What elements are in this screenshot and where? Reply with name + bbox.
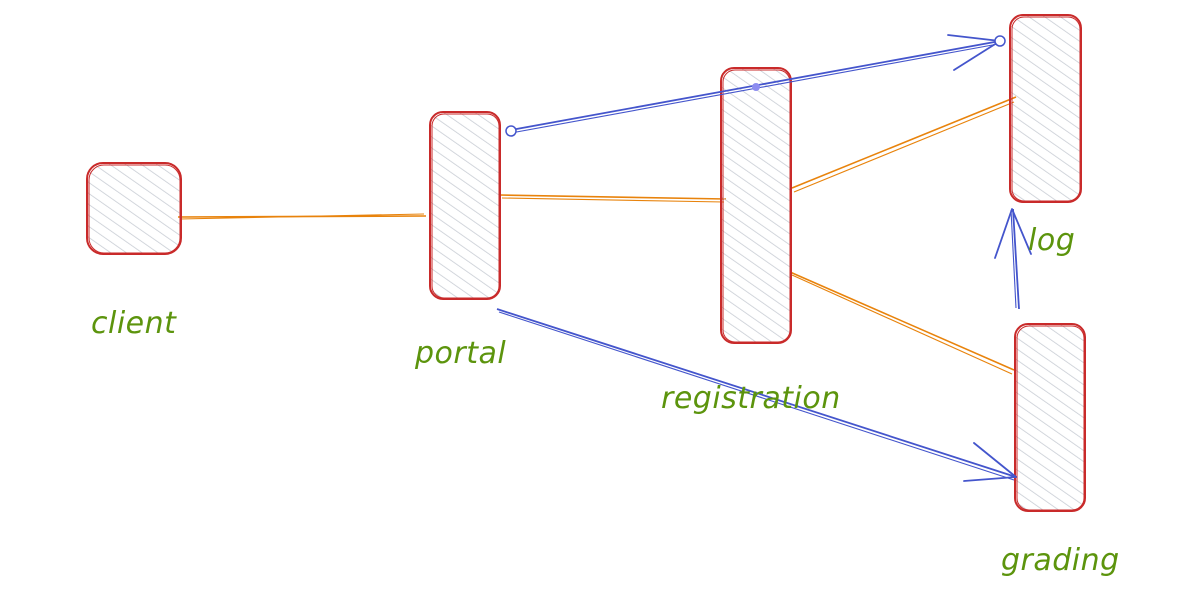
- portal-box[interactable]: [429, 111, 501, 300]
- grading-box[interactable]: [1014, 323, 1086, 512]
- edge-portal-registration[interactable]: [499, 194, 727, 203]
- edge-registration-grading[interactable]: [789, 271, 1015, 375]
- log-label: log: [1028, 223, 1075, 258]
- client-box[interactable]: [86, 162, 182, 255]
- registration-box[interactable]: [720, 67, 792, 344]
- grading-label: grading: [1001, 543, 1120, 578]
- edge-registration-log[interactable]: [791, 96, 1017, 193]
- arrow-portal-to-log[interactable]: [505, 34, 1006, 137]
- registration-label: registration: [661, 381, 841, 416]
- log-box[interactable]: [1009, 14, 1082, 203]
- client-label: client: [91, 306, 177, 341]
- portal-label: portal: [414, 336, 506, 371]
- arrow-portal-to-grading[interactable]: [496, 308, 1017, 482]
- edge-client-portal[interactable]: [177, 213, 427, 220]
- arrow-grading-to-log[interactable]: [994, 208, 1032, 310]
